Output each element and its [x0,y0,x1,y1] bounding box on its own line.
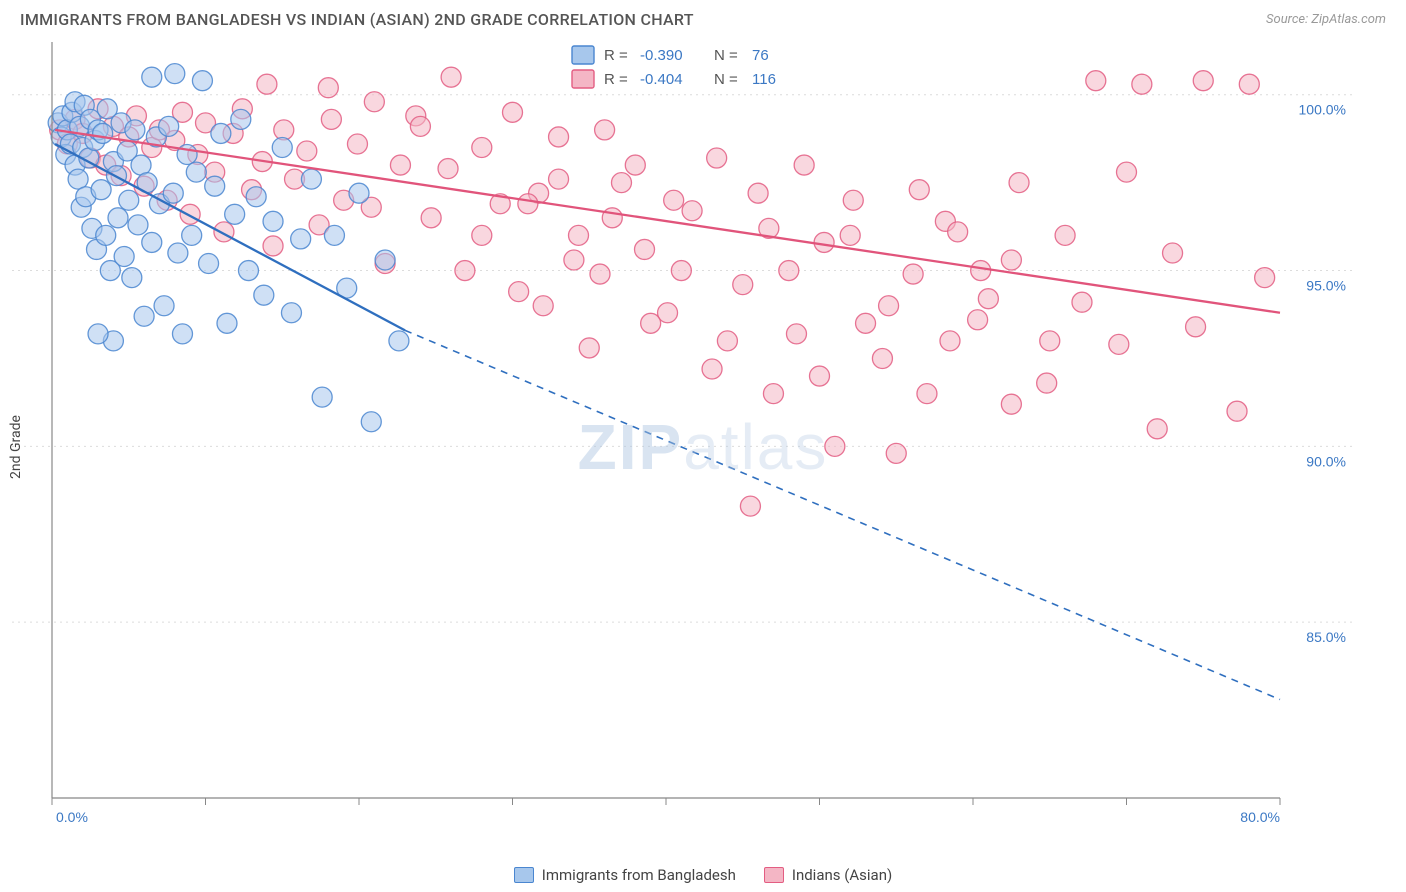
legend-swatch-icon [514,867,534,883]
legend-label: Indians (Asian) [792,866,892,884]
svg-text:-0.404: -0.404 [640,71,683,88]
source-attribution: Source: ZipAtlas.com [1266,12,1386,27]
legend-label: Immigrants from Bangladesh [542,866,736,884]
y-axis-label: 2nd Grade [8,415,24,479]
svg-text:N =: N = [714,71,738,88]
legend-item-indian: Indians (Asian) [764,866,892,884]
svg-text:76: 76 [752,47,769,64]
legend-item-bangladesh: Immigrants from Bangladesh [514,866,736,884]
svg-text:R =: R = [604,47,628,64]
svg-text:80.0%: 80.0% [1240,809,1280,825]
svg-text:116: 116 [752,71,776,88]
svg-text:100.0%: 100.0% [1299,102,1346,118]
footer-legend: Immigrants from Bangladesh Indians (Asia… [0,866,1406,884]
svg-text:90.0%: 90.0% [1306,453,1346,469]
svg-text:R =: R = [604,71,628,88]
svg-text:N =: N = [714,47,738,64]
svg-text:-0.390: -0.390 [640,47,683,64]
svg-text:0.0%: 0.0% [56,809,88,825]
legend-swatch-icon [764,867,784,883]
svg-text:95.0%: 95.0% [1306,278,1346,294]
svg-text:85.0%: 85.0% [1306,629,1346,645]
correlation-scatter-chart: 85.0% 90.0% 95.0% 100.0% 0.0% 80.0% R = -0.390… [12,38,1352,828]
chart-title: IMMIGRANTS FROM BANGLADESH VS INDIAN (AS… [20,10,694,29]
